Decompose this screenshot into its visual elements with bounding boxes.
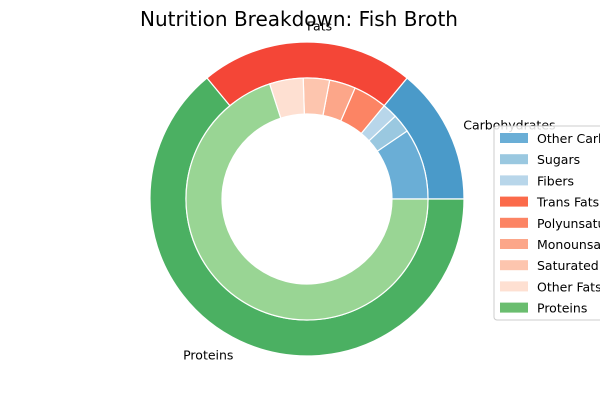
legend: Other Carbohydrates Sugars Fibers Trans Fat… [493,125,600,321]
outer-label-proteins: Proteins [183,347,233,362]
legend-label-monounsaturated-fats: Monounsaturated Fats [537,237,600,252]
legend-swatch-monounsaturated-fats [500,239,528,249]
legend-label-proteins: Proteins [537,301,587,316]
legend-label-fibers: Fibers [537,173,574,188]
legend-label-trans-fats: Trans Fats [536,195,599,210]
legend-label-saturated-fats: Saturated Fats [537,258,600,273]
legend-swatch-fibers [500,175,528,186]
legend-swatch-trans-fats [500,196,528,207]
legend-swatch-proteins [500,302,528,313]
legend-swatch-polyunsaturated-fats [500,217,528,228]
legend-swatch-saturated-fats [500,260,528,271]
legend-swatch-other-carbohydrates [500,133,528,143]
legend-label-other-fats: Other Fats [537,279,600,294]
legend-swatch-sugars [500,154,528,165]
legend-label-polyunsaturated-fats: Polyunsaturated Fats [537,216,600,231]
inner-ring [185,77,429,321]
outer-label-fats: Fats [307,18,332,33]
inner-slice-proteins [185,83,429,321]
chart-title: Nutrition Breakdown: Fish Broth [140,7,458,31]
legend-label-sugars: Sugars [537,152,580,167]
legend-swatch-other-fats [500,281,528,292]
legend-frame [493,125,600,321]
legend-label-other-carbohydrates: Other Carbohydrates [537,131,600,146]
